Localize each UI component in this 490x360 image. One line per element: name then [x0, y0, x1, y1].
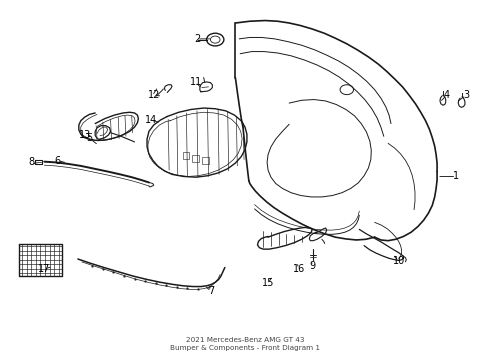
Text: 9: 9: [309, 261, 315, 271]
Text: 2021 Mercedes-Benz AMG GT 43
Bumper & Components - Front Diagram 1: 2021 Mercedes-Benz AMG GT 43 Bumper & Co…: [170, 337, 320, 351]
Text: 10: 10: [392, 256, 405, 266]
Text: 1: 1: [453, 171, 459, 181]
Text: 8: 8: [28, 157, 34, 167]
Text: 17: 17: [38, 264, 50, 274]
Text: 14: 14: [145, 115, 157, 125]
Bar: [183, 153, 189, 159]
Text: 11: 11: [190, 77, 202, 87]
Text: 2: 2: [194, 34, 200, 44]
Text: 3: 3: [463, 90, 469, 100]
Text: 7: 7: [208, 286, 215, 296]
Text: 15: 15: [262, 278, 274, 288]
Text: 13: 13: [79, 130, 92, 140]
Text: 12: 12: [147, 90, 160, 100]
Text: 5: 5: [86, 133, 92, 143]
Text: 4: 4: [443, 90, 450, 100]
Text: 6: 6: [55, 156, 61, 166]
Bar: [202, 157, 209, 164]
Text: 16: 16: [293, 264, 305, 274]
Bar: [192, 155, 199, 162]
